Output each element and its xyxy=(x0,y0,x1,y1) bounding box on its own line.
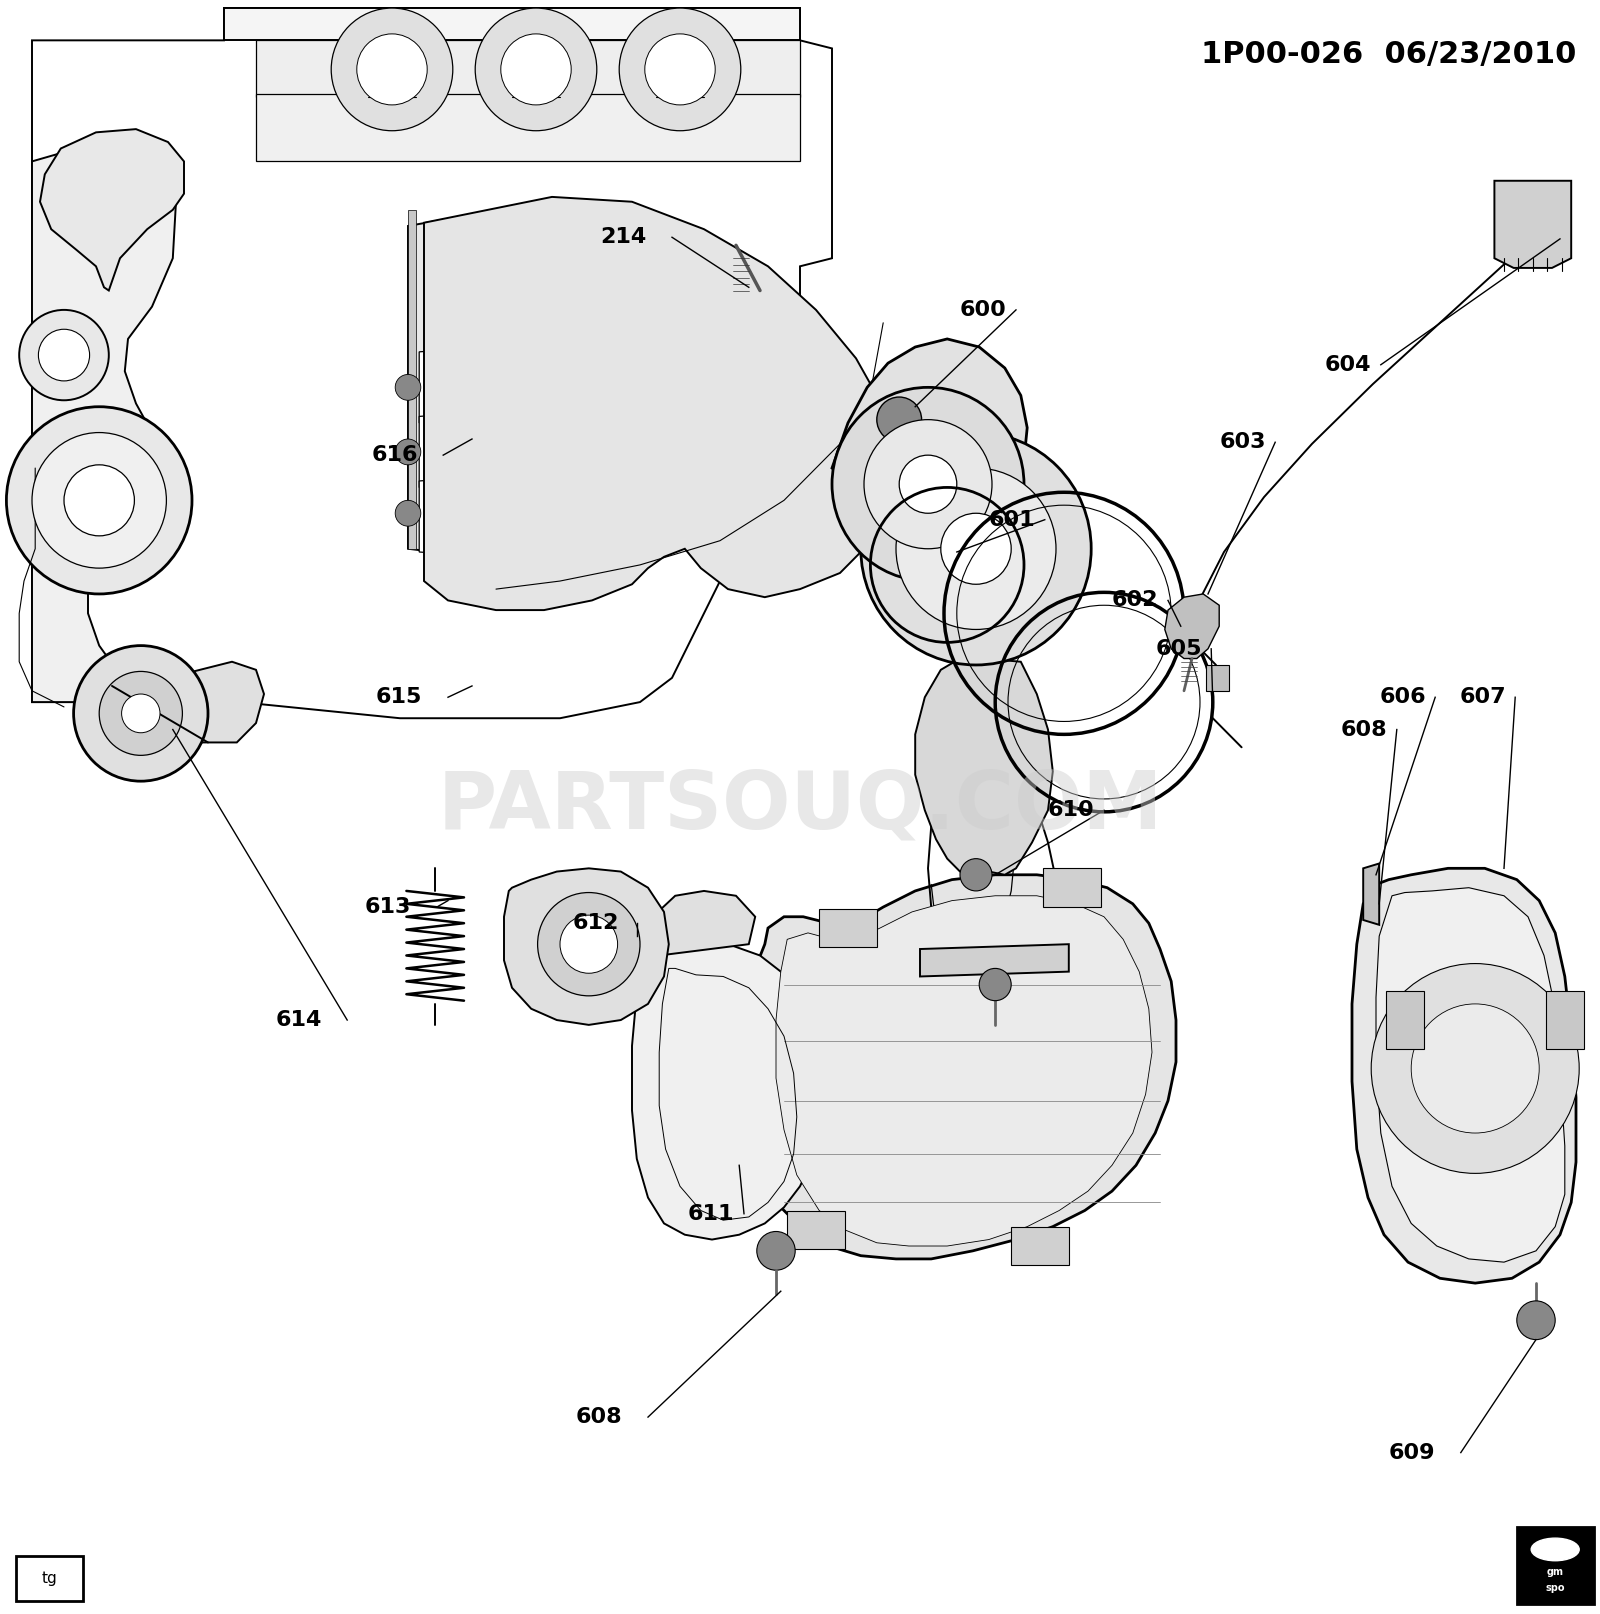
FancyBboxPatch shape xyxy=(16,1556,83,1601)
Polygon shape xyxy=(168,662,264,742)
Text: 604: 604 xyxy=(1325,355,1371,374)
Circle shape xyxy=(645,34,715,105)
Polygon shape xyxy=(819,909,877,947)
Circle shape xyxy=(6,407,192,594)
Polygon shape xyxy=(1352,868,1576,1283)
Polygon shape xyxy=(419,407,552,497)
Circle shape xyxy=(1517,1301,1555,1340)
Polygon shape xyxy=(424,197,893,610)
Circle shape xyxy=(861,433,1091,665)
Text: 613: 613 xyxy=(365,897,411,917)
Text: 600: 600 xyxy=(960,300,1006,320)
Text: spo: spo xyxy=(1546,1583,1565,1593)
Polygon shape xyxy=(419,471,552,562)
Circle shape xyxy=(32,433,166,568)
Polygon shape xyxy=(776,896,1152,1246)
Circle shape xyxy=(899,455,957,513)
Text: 603: 603 xyxy=(1219,433,1266,452)
Text: gm: gm xyxy=(1547,1567,1563,1577)
Polygon shape xyxy=(1494,181,1571,268)
Ellipse shape xyxy=(1531,1538,1579,1561)
Polygon shape xyxy=(408,202,560,565)
Polygon shape xyxy=(224,8,800,40)
Circle shape xyxy=(395,500,421,526)
Polygon shape xyxy=(1363,863,1379,925)
Circle shape xyxy=(122,694,160,733)
Polygon shape xyxy=(32,8,832,718)
Circle shape xyxy=(619,8,741,131)
Text: 611: 611 xyxy=(688,1204,734,1223)
Polygon shape xyxy=(632,944,819,1240)
Text: 610: 610 xyxy=(1048,801,1094,820)
Circle shape xyxy=(38,329,90,381)
Circle shape xyxy=(877,397,922,442)
Text: 605: 605 xyxy=(1155,639,1202,659)
Polygon shape xyxy=(1546,991,1584,1049)
Text: 615: 615 xyxy=(376,688,422,707)
Polygon shape xyxy=(40,129,184,291)
Text: 601: 601 xyxy=(989,510,1035,529)
Polygon shape xyxy=(1043,868,1101,907)
Circle shape xyxy=(560,915,618,973)
Circle shape xyxy=(501,34,571,105)
Text: 214: 214 xyxy=(600,228,646,247)
Polygon shape xyxy=(1386,991,1424,1049)
Circle shape xyxy=(832,387,1024,581)
Circle shape xyxy=(395,374,421,400)
Polygon shape xyxy=(1376,888,1565,1262)
Polygon shape xyxy=(504,868,669,1025)
Polygon shape xyxy=(256,40,800,97)
Polygon shape xyxy=(419,342,552,433)
Circle shape xyxy=(896,468,1056,629)
Text: 602: 602 xyxy=(1112,591,1158,610)
Circle shape xyxy=(19,310,109,400)
Polygon shape xyxy=(653,891,755,955)
Circle shape xyxy=(99,671,182,755)
Circle shape xyxy=(1411,1004,1539,1133)
Text: tg: tg xyxy=(42,1570,58,1587)
Text: 608: 608 xyxy=(1341,720,1387,739)
Circle shape xyxy=(960,859,992,891)
Text: 1P00-026  06/23/2010: 1P00-026 06/23/2010 xyxy=(1200,40,1576,69)
Polygon shape xyxy=(915,659,1053,875)
Polygon shape xyxy=(1165,594,1219,659)
Circle shape xyxy=(979,968,1011,1001)
Polygon shape xyxy=(408,210,416,549)
Polygon shape xyxy=(1011,1227,1069,1265)
Polygon shape xyxy=(1206,665,1229,691)
Polygon shape xyxy=(787,1210,845,1249)
Text: PARTSOUQ.COM: PARTSOUQ.COM xyxy=(437,768,1163,846)
Circle shape xyxy=(538,893,640,996)
Text: 608: 608 xyxy=(576,1407,622,1427)
Circle shape xyxy=(395,439,421,465)
Circle shape xyxy=(331,8,453,131)
Polygon shape xyxy=(256,94,800,161)
Text: 606: 606 xyxy=(1379,688,1426,707)
Text: 616: 616 xyxy=(371,445,418,465)
Circle shape xyxy=(74,646,208,781)
Circle shape xyxy=(1371,964,1579,1173)
Circle shape xyxy=(357,34,427,105)
Polygon shape xyxy=(749,875,1176,1259)
Text: 607: 607 xyxy=(1459,688,1506,707)
Polygon shape xyxy=(920,944,1069,976)
Circle shape xyxy=(757,1231,795,1270)
Text: 614: 614 xyxy=(275,1010,322,1030)
FancyBboxPatch shape xyxy=(1517,1527,1594,1604)
Circle shape xyxy=(864,420,992,549)
Circle shape xyxy=(475,8,597,131)
Polygon shape xyxy=(832,339,1027,523)
Circle shape xyxy=(941,513,1011,584)
Text: 612: 612 xyxy=(573,914,619,933)
Circle shape xyxy=(64,465,134,536)
Text: 609: 609 xyxy=(1389,1443,1435,1462)
Polygon shape xyxy=(32,145,176,702)
